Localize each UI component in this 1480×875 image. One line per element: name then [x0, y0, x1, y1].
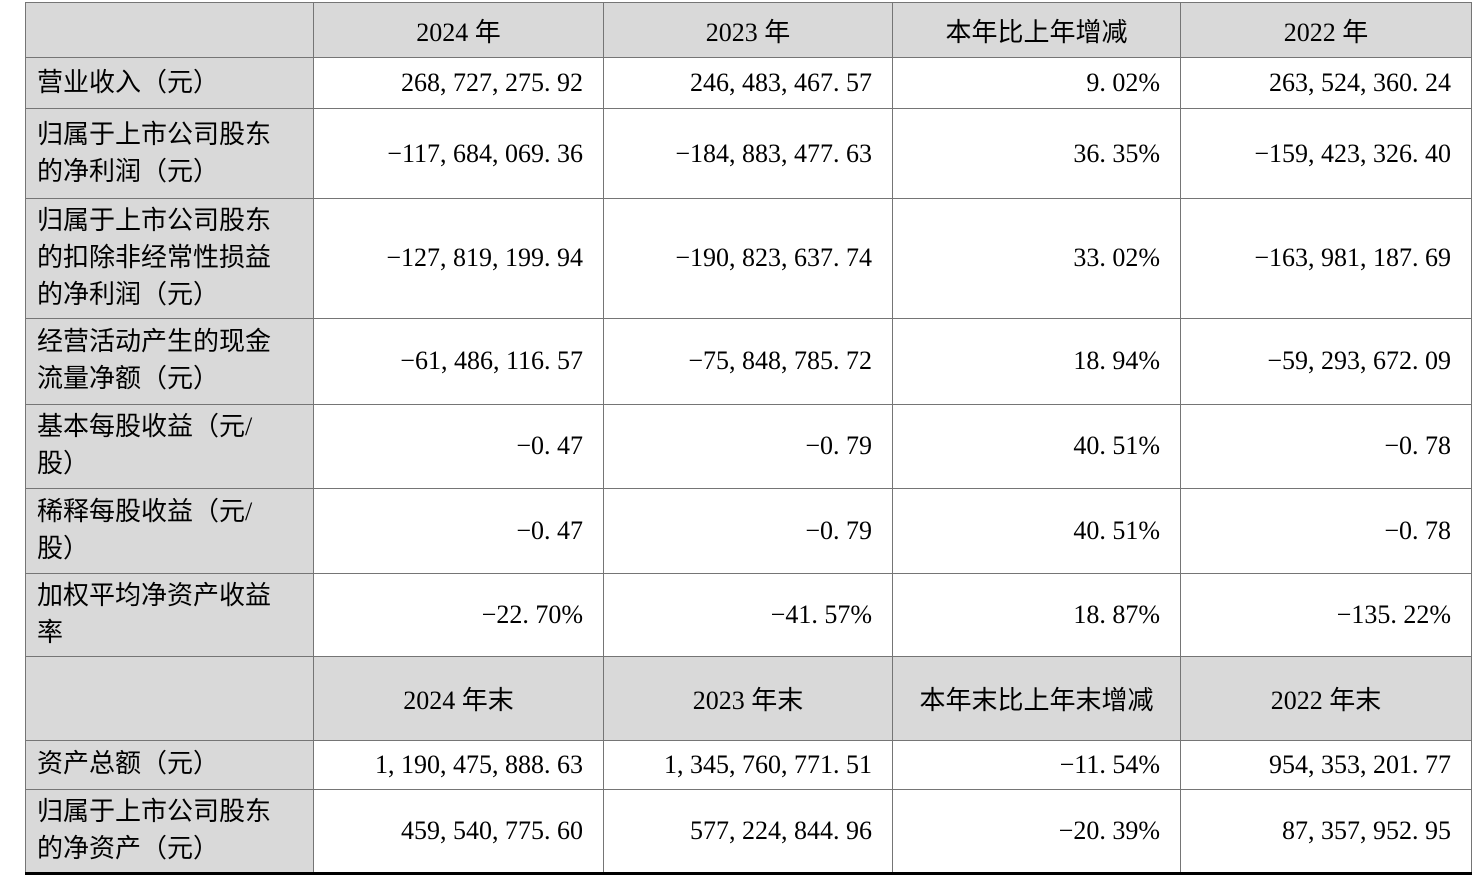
- table-row-basic-eps: 基本每股收益（元/ 股） −0. 47 −0. 79 40. 51% −0. 7…: [25, 403, 1472, 489]
- table-row-net-profit-excl-nonrecurring: 归属于上市公司股东 的扣除非经常性损益 的净利润（元） −127, 819, 1…: [25, 198, 1472, 319]
- cell-2023: −75, 848, 785. 72: [603, 317, 893, 405]
- table-row-total-assets: 资产总额（元） 1, 190, 475, 888. 63 1, 345, 760…: [25, 739, 1472, 790]
- col-header-2024-end: 2024 年末: [313, 655, 604, 741]
- col-header-yoy-change: 本年比上年增减: [892, 2, 1181, 58]
- row-label: 经营活动产生的现金 流量净额（元）: [25, 317, 314, 405]
- cell-2022: −135. 22%: [1180, 572, 1472, 657]
- cell-2023: −184, 883, 477. 63: [603, 108, 893, 199]
- cell-2024: −22. 70%: [313, 572, 604, 657]
- financial-summary-table: 2024 年 2023 年 本年比上年增减 2022 年 营业收入（元） 268…: [25, 2, 1472, 875]
- period-end-header-row: 2024 年末 2023 年末 本年末比上年末增减 2022 年末: [25, 655, 1472, 741]
- cell-change: 40. 51%: [892, 403, 1181, 489]
- cell-2024: −0. 47: [313, 487, 604, 574]
- cell-2023: −190, 823, 637. 74: [603, 198, 893, 319]
- cell-change: 18. 94%: [892, 317, 1181, 405]
- row-label: 基本每股收益（元/ 股）: [25, 403, 314, 489]
- table-row-revenue: 营业收入（元） 268, 727, 275. 92 246, 483, 467.…: [25, 57, 1472, 109]
- cell-2023: 1, 345, 760, 771. 51: [603, 739, 893, 790]
- cell-2022: −0. 78: [1180, 403, 1472, 489]
- col-header-2022-end: 2022 年末: [1180, 655, 1472, 741]
- cell-2023: −0. 79: [603, 403, 893, 489]
- row-label: 稀释每股收益（元/ 股）: [25, 487, 314, 574]
- cell-2022: −59, 293, 672. 09: [1180, 317, 1472, 405]
- table-row-net-profit: 归属于上市公司股东 的净利润（元） −117, 684, 069. 36 −18…: [25, 108, 1472, 199]
- cell-2024: 459, 540, 775. 60: [313, 788, 604, 875]
- corner-cell: [25, 655, 314, 741]
- cell-2023: 577, 224, 844. 96: [603, 788, 893, 875]
- period-header-row: 2024 年 2023 年 本年比上年增减 2022 年: [25, 2, 1472, 58]
- table-row-weighted-avg-roe: 加权平均净资产收益 率 −22. 70% −41. 57% 18. 87% −1…: [25, 572, 1472, 657]
- cell-2022: −159, 423, 326. 40: [1180, 108, 1472, 199]
- cell-2022: 87, 357, 952. 95: [1180, 788, 1472, 875]
- row-label: 归属于上市公司股东 的净资产（元）: [25, 788, 314, 875]
- col-header-2023: 2023 年: [603, 2, 893, 58]
- cell-2022: −163, 981, 187. 69: [1180, 198, 1472, 319]
- cell-change: −20. 39%: [892, 788, 1181, 875]
- cell-2023: −0. 79: [603, 487, 893, 574]
- row-label: 营业收入（元）: [25, 57, 314, 109]
- table-row-operating-cash-flow: 经营活动产生的现金 流量净额（元） −61, 486, 116. 57 −75,…: [25, 317, 1472, 405]
- cell-2022: −0. 78: [1180, 487, 1472, 574]
- col-header-2022: 2022 年: [1180, 2, 1472, 58]
- cell-2024: −0. 47: [313, 403, 604, 489]
- cell-change: 18. 87%: [892, 572, 1181, 657]
- corner-cell: [25, 2, 314, 58]
- row-label: 归属于上市公司股东 的扣除非经常性损益 的净利润（元）: [25, 198, 314, 319]
- table-row-diluted-eps: 稀释每股收益（元/ 股） −0. 47 −0. 79 40. 51% −0. 7…: [25, 487, 1472, 574]
- row-label: 加权平均净资产收益 率: [25, 572, 314, 657]
- col-header-2024: 2024 年: [313, 2, 604, 58]
- col-header-yoy-end-change: 本年末比上年末增减: [892, 655, 1181, 741]
- cell-2024: −61, 486, 116. 57: [313, 317, 604, 405]
- cell-2022: 263, 524, 360. 24: [1180, 57, 1472, 109]
- cell-2024: −117, 684, 069. 36: [313, 108, 604, 199]
- row-label: 归属于上市公司股东 的净利润（元）: [25, 108, 314, 199]
- col-header-2023-end: 2023 年末: [603, 655, 893, 741]
- table-row-net-assets: 归属于上市公司股东 的净资产（元） 459, 540, 775. 60 577,…: [25, 788, 1472, 875]
- cell-2023: 246, 483, 467. 57: [603, 57, 893, 109]
- cell-2024: −127, 819, 199. 94: [313, 198, 604, 319]
- cell-change: 9. 02%: [892, 57, 1181, 109]
- cell-2024: 1, 190, 475, 888. 63: [313, 739, 604, 790]
- cell-2024: 268, 727, 275. 92: [313, 57, 604, 109]
- cell-2023: −41. 57%: [603, 572, 893, 657]
- cell-change: −11. 54%: [892, 739, 1181, 790]
- cell-change: 40. 51%: [892, 487, 1181, 574]
- cell-change: 36. 35%: [892, 108, 1181, 199]
- cell-2022: 954, 353, 201. 77: [1180, 739, 1472, 790]
- cell-change: 33. 02%: [892, 198, 1181, 319]
- row-label: 资产总额（元）: [25, 739, 314, 790]
